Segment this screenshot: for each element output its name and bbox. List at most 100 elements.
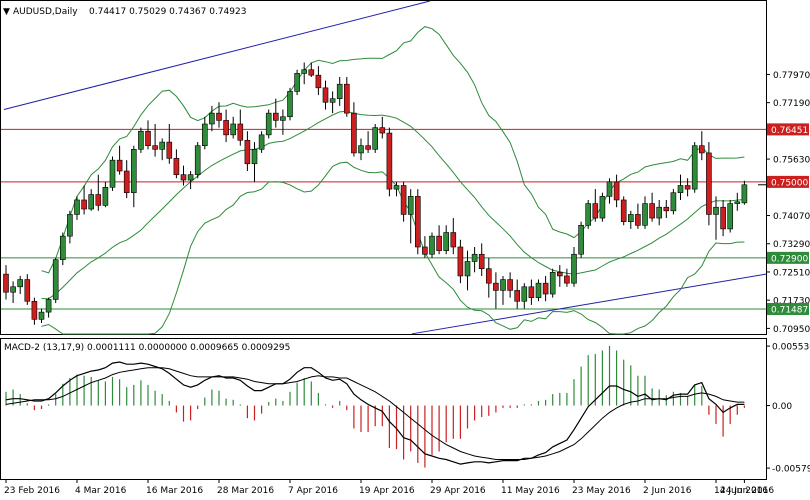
candle [258, 131, 265, 153]
candle-body [152, 145, 158, 150]
time-tick-label: 23 May 2016 [572, 486, 631, 496]
candle [734, 192, 741, 211]
candle-body [507, 279, 513, 291]
candle-body [173, 158, 180, 175]
candle [393, 181, 400, 197]
candle [613, 174, 620, 208]
candle [564, 268, 570, 287]
candle [209, 105, 215, 132]
candle-body [272, 112, 279, 121]
candle [429, 232, 435, 258]
candle [280, 109, 286, 135]
candle-body [698, 145, 705, 154]
candle-body [358, 145, 364, 154]
candle [67, 210, 73, 244]
candle [379, 116, 386, 139]
candle [670, 189, 677, 215]
candle-body [251, 149, 258, 165]
candle-body [514, 290, 521, 302]
candle [436, 225, 442, 255]
candle [663, 199, 670, 219]
macd-pane-frame [0, 338, 767, 480]
channel-upper-line [3, 0, 431, 111]
candle [180, 165, 187, 186]
candle [173, 149, 180, 179]
candle [81, 185, 87, 215]
level-price-label: 0.76451 [771, 126, 808, 136]
candle-body [81, 199, 87, 210]
candle [230, 116, 236, 139]
candle [24, 274, 31, 305]
candle [336, 76, 343, 106]
candle [649, 192, 655, 222]
candle-body [485, 268, 492, 284]
price-pane-frame [0, 0, 767, 335]
candle [265, 109, 272, 139]
candle [301, 62, 308, 85]
symbol-arrow-icon: ▼ [3, 7, 10, 17]
candle-body [542, 282, 549, 295]
candle-body [322, 87, 329, 103]
macd-line [5, 361, 745, 465]
candle-body [308, 69, 315, 76]
time-tick-label: 14 Jun 2016 [714, 486, 768, 496]
candle [351, 102, 357, 157]
candle-body [223, 120, 229, 136]
candle-body [379, 127, 386, 134]
candle [308, 62, 315, 77]
candle-body [549, 272, 556, 295]
candle [386, 127, 393, 197]
candle [642, 196, 648, 229]
candle-body [599, 196, 606, 219]
candle-body [606, 181, 613, 197]
candle-body [500, 279, 506, 291]
candle [656, 199, 663, 226]
candle [528, 279, 535, 305]
candle-body [706, 152, 712, 215]
candle [216, 102, 222, 128]
candle [166, 123, 173, 164]
price-tick-label: 0.70950 [773, 325, 810, 335]
candle-body [45, 299, 52, 313]
candle-body [336, 83, 343, 99]
candle-body [521, 286, 528, 302]
candle [3, 265, 9, 300]
candle [202, 116, 208, 150]
macd-pane [5, 345, 746, 468]
level-price-tag [767, 302, 809, 315]
candle [329, 91, 336, 114]
candle-body [138, 130, 144, 150]
candle-body [38, 311, 45, 320]
time-tick-label: 16 Mar 2016 [146, 486, 203, 496]
time-tick-label: 19 Apr 2016 [359, 486, 415, 496]
candle-body [443, 232, 450, 251]
candle-body [386, 132, 393, 190]
level-price-label: 0.71487 [771, 305, 808, 315]
candle-body [109, 159, 116, 188]
macd-title: MACD-2 (13,17,9) 0.0001111 0.0000000 0.0… [4, 343, 290, 353]
candle [535, 279, 542, 302]
candle-body [166, 141, 173, 159]
candle-body [230, 123, 236, 136]
candle-body [464, 261, 471, 277]
candle [422, 236, 428, 258]
level-price-label: 0.72900 [771, 254, 808, 264]
candle [116, 145, 123, 175]
candle [38, 308, 45, 323]
candle [145, 120, 151, 150]
candle [223, 109, 229, 143]
axes: 0.77970 0.77190 0.76451 0.75630 0.75000 0.740… [4, 71, 810, 496]
price-tick-label: 0.71730 [773, 297, 810, 307]
candle [159, 138, 165, 161]
candle [500, 275, 506, 305]
candle [599, 192, 606, 222]
candle-body [287, 91, 293, 118]
macd-tick-label: 0.0055303 [772, 343, 810, 353]
candle-body [635, 214, 641, 226]
time-tick-label: 4 Mar 2016 [75, 486, 127, 496]
candle [606, 178, 613, 204]
level-price-tag [767, 251, 809, 264]
price-tick-label: 0.77970 [773, 71, 810, 81]
